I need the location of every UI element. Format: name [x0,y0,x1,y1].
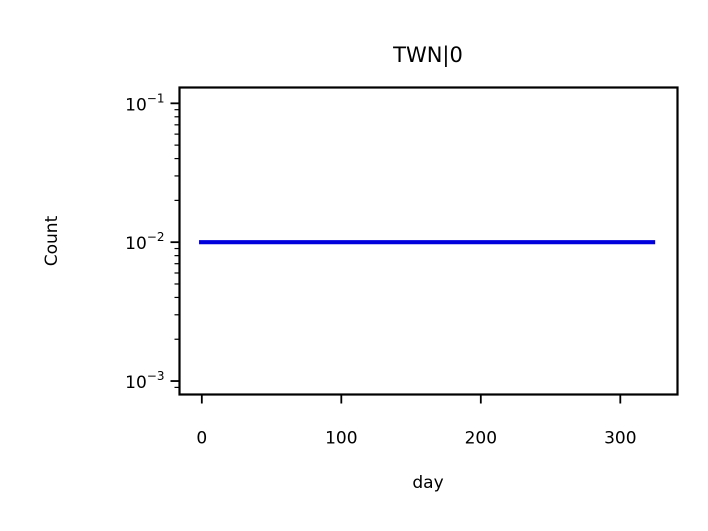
y-tick-label-2: 10−1 [125,91,164,115]
x-tick-label-2: 200 [465,429,497,449]
x-tick-label-0: 0 [196,429,207,449]
y-tick-label-1: 10−2 [125,230,164,254]
y-axis-label: Count [42,215,62,266]
plot-frame [178,86,679,396]
chart-title: TWN|0 [392,43,463,68]
x-tick-label-3: 300 [604,429,636,449]
x-axis-label: day [412,473,443,493]
x-tick-label-1: 100 [325,429,357,449]
ticks-layer: 0 100 200 300 10−3 10−2 10−1 [125,91,636,448]
y-tick-label-0: 10−3 [125,369,164,393]
